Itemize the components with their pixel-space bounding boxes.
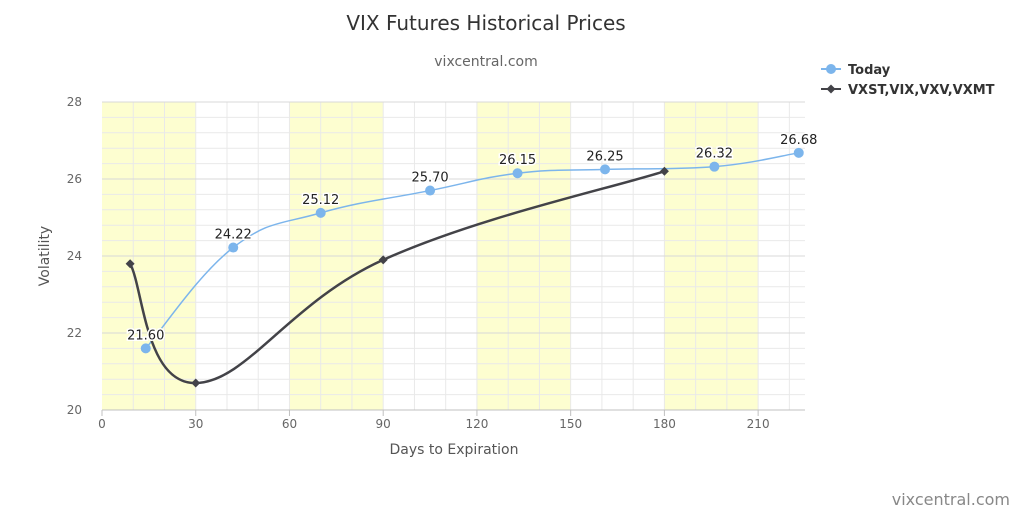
x-tick-label: 210: [747, 417, 770, 431]
data-label: 26.25: [586, 149, 623, 164]
x-tick-label: 180: [653, 417, 676, 431]
y-tick-label: 28: [67, 95, 82, 109]
data-label: 24.22: [215, 228, 252, 243]
series-1-point-2: [378, 255, 388, 265]
x-tick-label: 0: [98, 417, 106, 431]
series-1-point-3: [659, 166, 669, 176]
legend-marker-1: [826, 84, 836, 94]
x-tick-label: 120: [465, 417, 488, 431]
chart-title: VIX Futures Historical Prices: [346, 11, 625, 35]
data-label: 26.15: [499, 153, 536, 168]
data-label: 21.60: [127, 328, 164, 343]
series-0-point-7: [793, 147, 804, 158]
series-0-point-2: [315, 207, 326, 218]
data-label: 25.12: [302, 193, 339, 208]
y-tick-label: 22: [67, 326, 82, 340]
legend-label-1: VXST,VIX,VXV,VXMT: [848, 83, 995, 98]
credit-text: vixcentral.com: [892, 490, 1010, 509]
x-axis-label: Days to Expiration: [390, 442, 519, 458]
x-tick-label: 60: [282, 417, 297, 431]
series-layer: [125, 147, 804, 388]
y-tick-label: 24: [67, 249, 82, 263]
series-0-point-0: [140, 343, 151, 354]
x-tick-label: 150: [559, 417, 582, 431]
data-label: 25.70: [411, 171, 448, 186]
legend-label-0: Today: [848, 63, 891, 78]
series-0-point-3: [425, 185, 436, 196]
data-labels: 21.60 24.22 25.12 25.70 26.15 26.25 26.32 26.68: [126, 131, 819, 345]
axes: 0 30 60 90 120 150 180 210 20 22 24 26 28: [67, 95, 805, 431]
legend: Today VXST,VIX,VXV,VXMT: [821, 63, 995, 98]
x-tick-label: 90: [376, 417, 391, 431]
y-axis-label: Volatility: [37, 226, 53, 286]
y-tick-label: 20: [67, 403, 82, 417]
data-label: 26.68: [780, 133, 817, 148]
series-line-1: [129, 170, 665, 385]
series-0-point-4: [512, 168, 523, 179]
data-label: 26.32: [696, 147, 733, 162]
x-tick-label: 30: [188, 417, 203, 431]
y-tick-label: 26: [67, 172, 82, 186]
series-0-point-5: [600, 164, 611, 175]
series-1-point-1: [191, 378, 201, 388]
chart-subtitle: vixcentral.com: [434, 54, 537, 70]
series-0-point-1: [228, 242, 239, 253]
series-1-point-0: [125, 259, 135, 269]
legend-marker-0: [826, 64, 836, 74]
series-0-point-6: [709, 161, 720, 172]
